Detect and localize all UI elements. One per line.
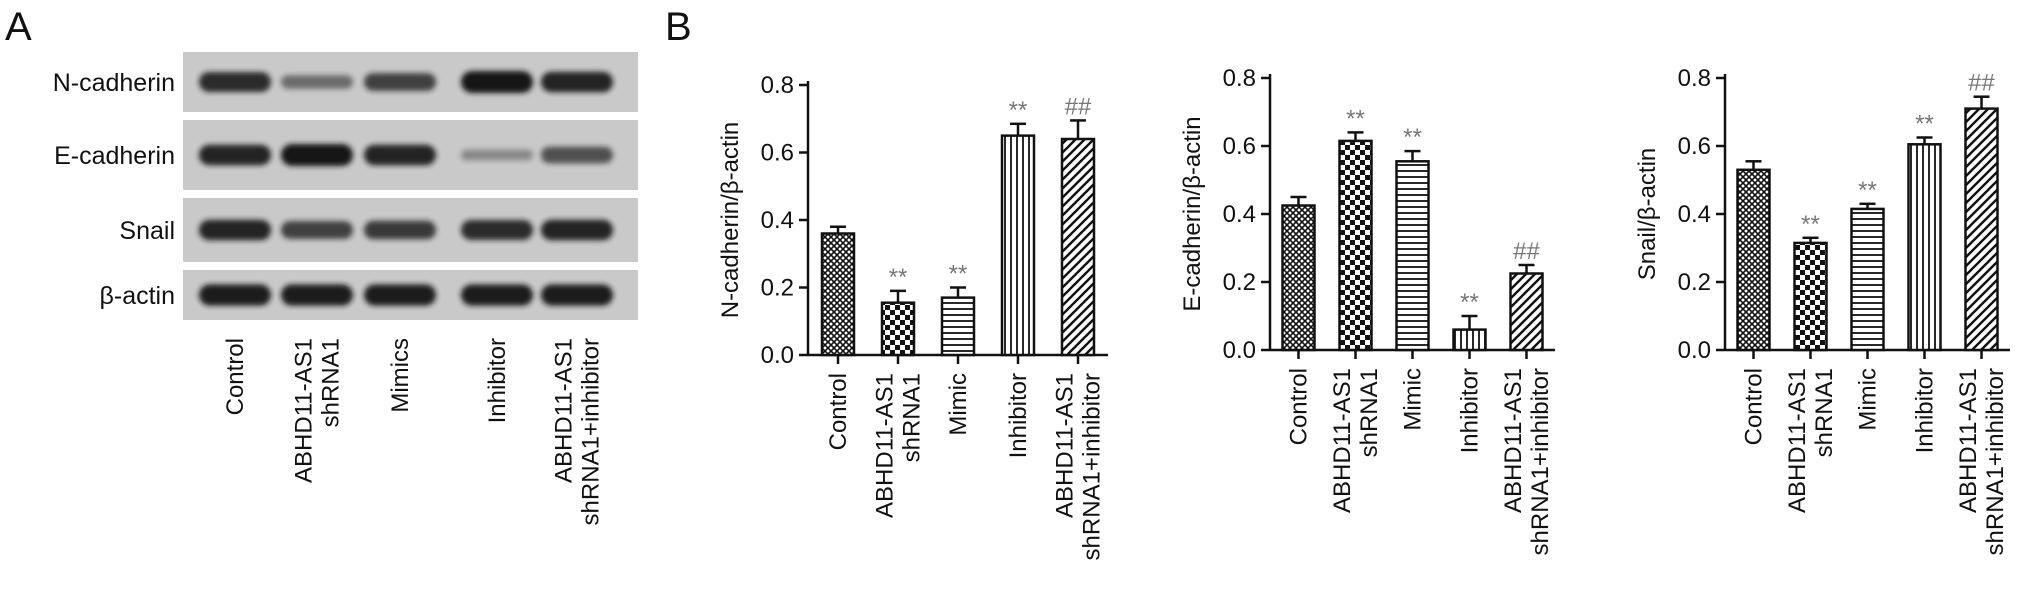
bar: [1060, 137, 1096, 357]
bar: [1793, 241, 1828, 352]
blot-band: [541, 71, 613, 93]
bar: [1452, 328, 1487, 352]
y-axis-title: Snail/β-actin: [1634, 148, 1661, 281]
panel-b-letter: B: [665, 5, 692, 49]
significance-label: **: [1460, 289, 1479, 316]
x-tick-label: ABHD11-AS1shRNA1: [872, 373, 926, 518]
significance-label: ##: [1065, 93, 1092, 120]
blot-lane-label: Control: [222, 338, 249, 415]
blot-band: [364, 220, 436, 240]
x-tick-label: ABHD11-AS1shRNA1+inhibitor: [1052, 373, 1106, 560]
y-tick-label: 0.8: [1223, 65, 1256, 92]
panel-a-letter: A: [5, 5, 32, 49]
blot-band: [364, 284, 436, 306]
significance-label: **: [1403, 124, 1422, 151]
bar-charts: 0.0 0.2 0.4 0.6 0.8 N-cadherin/β-actin Control…: [717, 65, 2010, 560]
y-tick-label: 0.2: [1223, 269, 1256, 296]
significance-label: **: [1346, 105, 1365, 132]
significance-label: ##: [1968, 70, 1995, 97]
blot-band: [199, 72, 271, 92]
bar: [1338, 139, 1373, 352]
significance-label: ##: [1513, 238, 1540, 265]
blot-band: [281, 75, 353, 89]
chart: 0.0 0.2 0.4 0.6 0.8 E-cadherin/β-actin Control…: [1179, 65, 1555, 555]
bar: [1509, 272, 1544, 352]
blot-lane-label: ABHD11-AS1shRNA1: [291, 338, 345, 483]
x-tick-label: Inhibitor: [1457, 368, 1484, 453]
x-tick-label: Mimic: [945, 373, 972, 436]
x-tick-label: ABHD11-AS1shRNA1+inhibitor: [1500, 368, 1554, 555]
y-axis-title: E-cadherin/β-actin: [1179, 116, 1206, 311]
blot-band: [541, 146, 613, 164]
x-tick-label: Inhibitor: [1005, 373, 1032, 458]
chart: 0.0 0.2 0.4 0.6 0.8 Snail/β-actin Control ** ABH…: [1634, 65, 2010, 555]
blot-row-label: E-cadherin: [54, 142, 175, 170]
blot-lane-label: ABHD11-AS1shRNA1+inhibitor: [551, 338, 605, 525]
x-tick-label: Control: [1741, 368, 1768, 445]
y-tick-label: 0.4: [761, 207, 794, 234]
blot-band: [281, 284, 353, 306]
x-tick-label: Control: [1286, 368, 1313, 445]
blot-band: [461, 220, 533, 240]
y-tick-label: 0.4: [1223, 201, 1256, 228]
blot-lane-label: Mimics: [387, 338, 414, 413]
blot-row-label: Snail: [119, 217, 175, 245]
y-tick-label: 0.6: [761, 140, 794, 167]
chart: 0.0 0.2 0.4 0.6 0.8 N-cadherin/β-actin Control…: [717, 72, 1108, 560]
y-tick-label: 0.6: [1223, 133, 1256, 160]
bar: [940, 296, 976, 357]
y-tick-label: 0.8: [1678, 65, 1711, 92]
western-blot: N-cadherin E-cadherin Snail β-actin Control A…: [53, 52, 638, 525]
bar: [1395, 160, 1430, 352]
y-axis-title: N-cadherin/β-actin: [717, 122, 744, 319]
blot-band: [199, 144, 271, 166]
y-tick-label: 0.0: [1678, 337, 1711, 364]
bar: [820, 232, 856, 357]
y-tick-label: 0.2: [761, 275, 794, 302]
bar: [1964, 107, 1999, 352]
bar: [1281, 204, 1316, 352]
bar: [1000, 134, 1036, 357]
significance-label: **: [1801, 211, 1820, 238]
y-tick-label: 0.0: [1223, 337, 1256, 364]
blot-band: [461, 149, 533, 161]
x-tick-label: ABHD11-AS1shRNA1+inhibitor: [1955, 368, 2009, 555]
y-tick-label: 0.4: [1678, 201, 1711, 228]
significance-label: **: [949, 261, 968, 288]
x-tick-label: Mimic: [1855, 368, 1882, 431]
blot-band: [541, 219, 613, 241]
bar: [1907, 143, 1942, 352]
x-tick-label: Mimic: [1400, 368, 1427, 431]
x-tick-label: Control: [825, 373, 852, 450]
significance-label: **: [889, 264, 908, 291]
y-tick-label: 0.0: [761, 342, 794, 369]
blot-band: [364, 144, 436, 166]
x-tick-label: ABHD11-AS1shRNA1: [1784, 368, 1838, 513]
blot-band: [199, 284, 271, 306]
bar: [880, 301, 916, 357]
blot-band: [199, 219, 271, 241]
bar: [1736, 168, 1771, 352]
blot-band: [461, 71, 533, 93]
y-tick-label: 0.8: [761, 72, 794, 99]
significance-label: **: [1858, 177, 1877, 204]
significance-label: **: [1009, 97, 1028, 124]
blot-row-label: N-cadherin: [53, 69, 175, 97]
blot-band: [364, 73, 436, 91]
blot-band: [281, 144, 353, 166]
blot-band: [461, 284, 533, 306]
blot-band: [541, 284, 613, 306]
significance-label: **: [1915, 111, 1934, 138]
y-tick-label: 0.2: [1678, 269, 1711, 296]
blot-row-label: β-actin: [99, 282, 175, 310]
x-tick-label: Inhibitor: [1912, 368, 1939, 453]
blot-lane-label: Inhibitor: [484, 338, 511, 423]
blot-band: [281, 221, 353, 239]
y-tick-label: 0.6: [1678, 133, 1711, 160]
bar: [1850, 207, 1885, 352]
x-tick-label: ABHD11-AS1shRNA1: [1329, 368, 1383, 513]
